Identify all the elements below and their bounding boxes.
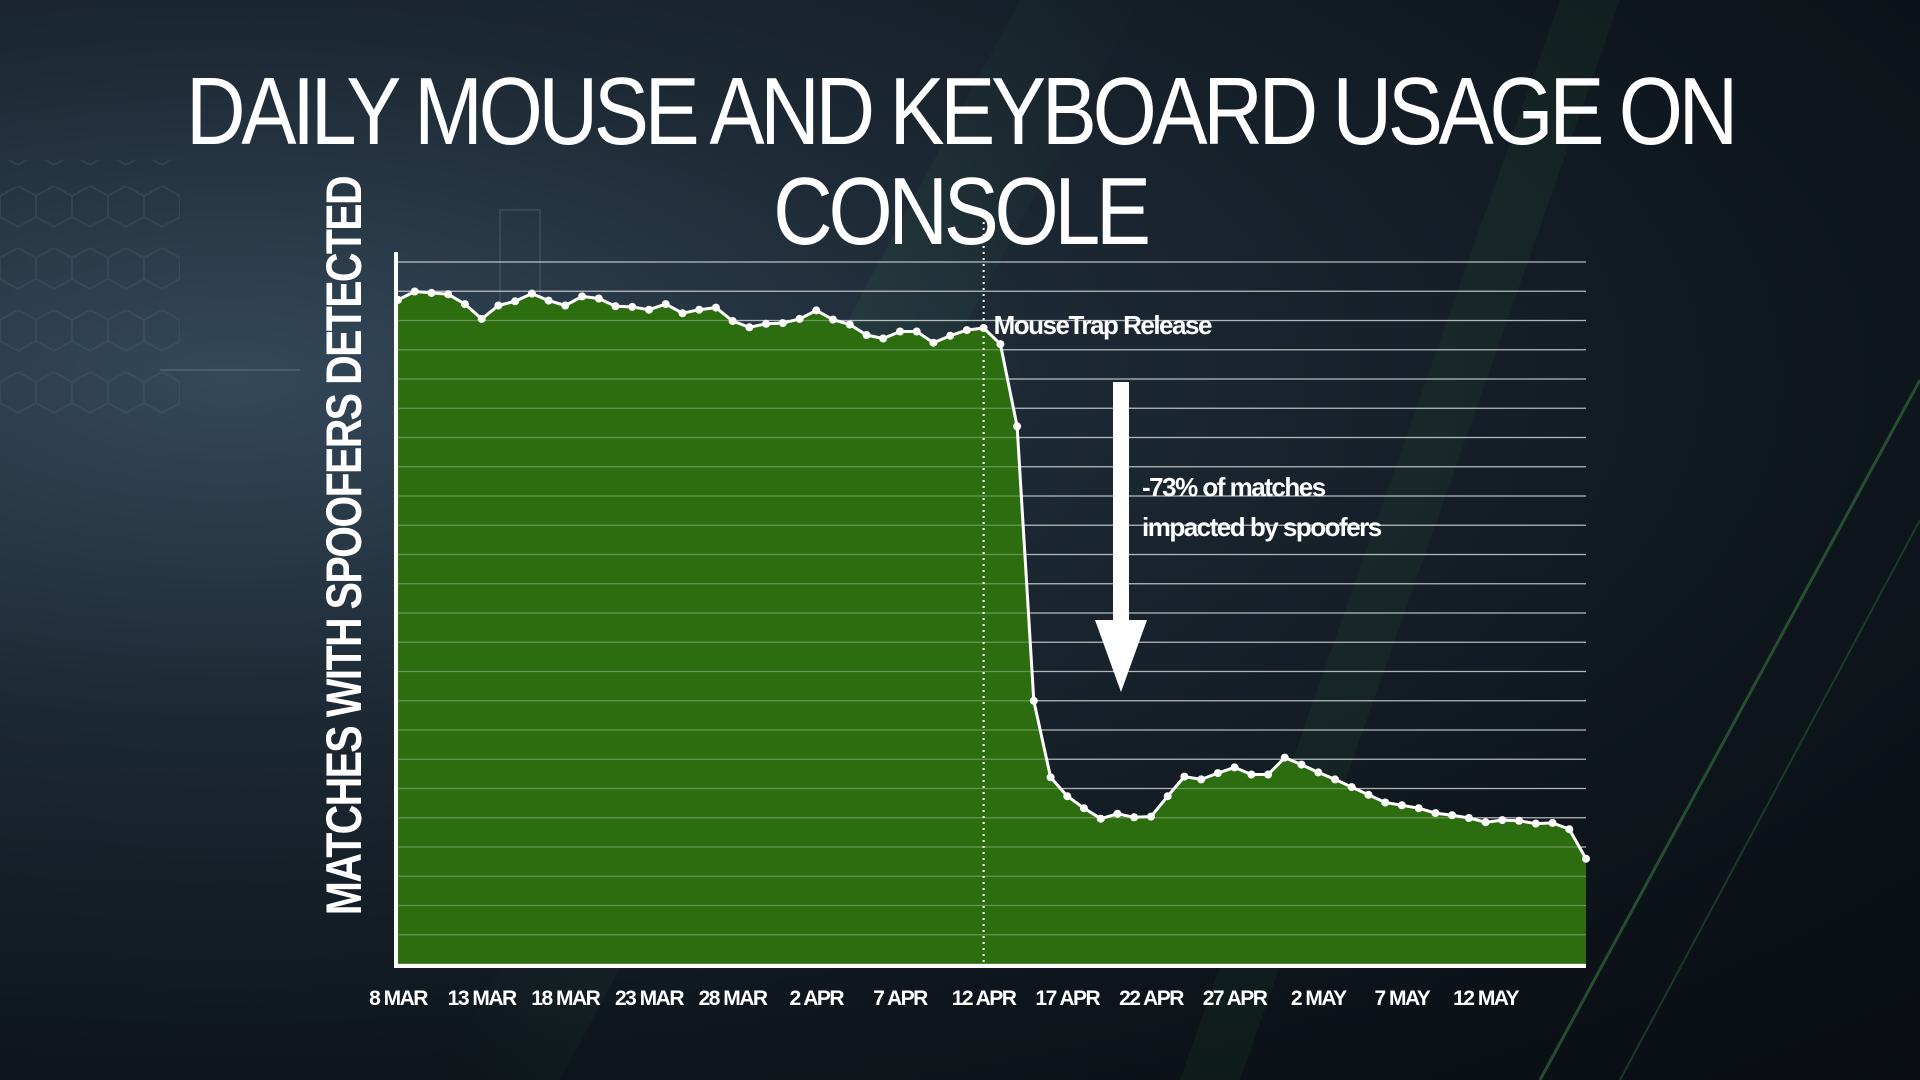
data-point — [1431, 809, 1440, 818]
data-point — [845, 320, 854, 329]
area-fill — [398, 291, 1586, 964]
data-point — [1247, 770, 1256, 779]
data-point — [494, 301, 503, 310]
x-tick-label: 23 MAR — [615, 987, 684, 1010]
x-tick-label: 22 APR — [1119, 987, 1184, 1010]
data-point — [962, 326, 971, 335]
data-point — [1297, 760, 1306, 769]
x-tick-label: 7 MAY — [1375, 987, 1431, 1010]
data-point — [1414, 804, 1423, 813]
data-point — [1515, 816, 1524, 825]
data-point — [1264, 770, 1273, 779]
data-point — [996, 340, 1005, 349]
data-point — [544, 296, 553, 305]
data-points — [394, 287, 1590, 863]
data-point — [661, 300, 670, 309]
data-point — [1230, 763, 1239, 772]
gridlines-overlay — [398, 261, 1586, 965]
x-tick-label: 17 APR — [1035, 987, 1100, 1010]
data-point — [1113, 809, 1122, 818]
data-point — [410, 287, 419, 296]
data-point — [979, 324, 988, 332]
x-tick-labels: 8 MAR 13 MAR 18 MAR 23 MAR 28 MAR 2 APR 7 APR 1… — [369, 987, 1521, 1010]
data-point — [1080, 804, 1088, 813]
drop-annotation-line1: -73% of matches — [1142, 472, 1326, 502]
data-point — [695, 305, 704, 314]
data-point — [1331, 775, 1339, 784]
data-point — [477, 314, 486, 323]
drop-annotation-line2: impacted by spoofers — [1142, 512, 1382, 542]
data-point — [427, 288, 436, 297]
data-point — [611, 302, 620, 311]
data-point — [946, 331, 955, 340]
data-point — [862, 331, 871, 339]
data-point — [745, 323, 754, 332]
data-point — [678, 309, 687, 318]
data-point — [444, 290, 453, 299]
data-point — [460, 300, 469, 309]
data-point — [1013, 422, 1022, 431]
drop-arrow-icon — [1095, 382, 1147, 692]
data-point — [812, 306, 821, 315]
data-point — [1147, 812, 1155, 821]
x-tick-label: 2 APR — [790, 987, 845, 1010]
data-point — [829, 315, 837, 324]
data-point — [561, 301, 570, 310]
data-point — [628, 302, 637, 311]
data-point — [578, 292, 587, 301]
data-point — [527, 289, 536, 298]
x-tick-label: 2 MAY — [1291, 987, 1347, 1010]
data-point — [778, 319, 787, 328]
data-point — [1180, 772, 1189, 781]
data-point — [1464, 814, 1473, 822]
x-tick-label: 12 APR — [952, 987, 1017, 1010]
data-point — [728, 317, 737, 325]
data-point — [1197, 775, 1206, 784]
data-point — [1096, 814, 1105, 823]
data-point — [1029, 696, 1038, 705]
data-point — [1046, 773, 1055, 782]
data-point — [1347, 783, 1356, 792]
data-point — [1498, 816, 1507, 825]
data-point — [1130, 813, 1139, 822]
data-point — [1582, 854, 1590, 863]
data-point — [1364, 790, 1373, 799]
data-point — [1531, 819, 1540, 828]
data-point — [1381, 798, 1390, 807]
x-tick-label: 28 MAR — [699, 987, 768, 1010]
data-point — [1481, 818, 1490, 827]
x-tick-label: 8 MAR — [369, 987, 428, 1010]
x-tick-label: 27 APR — [1203, 987, 1268, 1010]
x-tick-label: 12 MAY — [1453, 987, 1519, 1010]
release-annotation: MouseTrap Release — [994, 310, 1212, 340]
data-point — [1448, 811, 1457, 820]
data-point — [1063, 792, 1072, 801]
data-point — [929, 338, 938, 347]
data-point — [762, 319, 771, 328]
data-point — [594, 294, 603, 303]
data-point — [1163, 792, 1172, 801]
data-point — [1548, 818, 1557, 827]
data-point — [879, 334, 888, 343]
data-point — [1314, 768, 1323, 777]
chart-title: DAILY MOUSE AND KEYBOARD USAGE ON CONSOL… — [186, 58, 1738, 265]
data-point — [1213, 769, 1222, 778]
x-tick-label: 7 APR — [873, 987, 928, 1010]
data-point — [711, 303, 720, 312]
data-point — [1397, 801, 1406, 810]
x-tick-label: 13 MAR — [448, 987, 517, 1010]
x-tick-label: 18 MAR — [531, 987, 600, 1010]
data-point — [795, 314, 804, 323]
data-point — [896, 327, 904, 336]
data-point — [1565, 825, 1574, 834]
data-point — [511, 297, 520, 306]
data-point — [912, 327, 921, 336]
data-point — [1280, 753, 1289, 762]
data-point — [645, 305, 653, 314]
